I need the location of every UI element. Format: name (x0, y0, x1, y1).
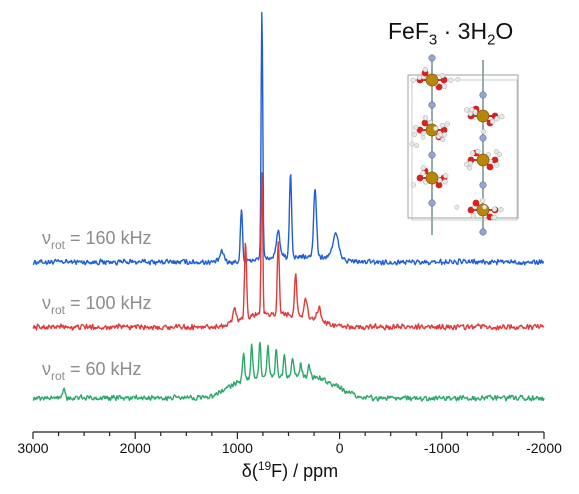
oxygen-atom (472, 199, 480, 207)
hydrogen-atom (411, 131, 418, 137)
hydrogen-atom (499, 113, 505, 120)
unit-cell-box (407, 74, 519, 219)
oxygen-atom (491, 156, 499, 164)
fluorine-atom (428, 101, 436, 109)
x-axis: 3000 2000 1000 0 -1000 -2000 (17, 431, 562, 456)
fluorine-atom (479, 91, 487, 99)
fluorine-atom (428, 151, 436, 159)
fluorine-atom (428, 199, 436, 207)
x-tick-label: 0 (336, 440, 344, 456)
hydrogen-atom (433, 126, 439, 131)
hydrogen-atom (420, 130, 426, 136)
spectrum-line (32, 341, 545, 402)
hydrogen-atom (414, 143, 420, 149)
hydrogen-atom (469, 150, 476, 156)
x-tick-label: -2000 (526, 440, 562, 456)
fluorine-atom (479, 228, 487, 236)
hydrogen-atom (410, 77, 416, 83)
iron-atom (476, 153, 490, 167)
hydrogen-atom (440, 137, 446, 143)
iron-atom (476, 109, 490, 123)
hydrogen-atom (494, 116, 500, 122)
hydrogen-atom (422, 66, 429, 73)
hydrogen-atom (467, 165, 472, 171)
x-tick-label: 2000 (120, 440, 151, 456)
hydrogen-atom (494, 162, 500, 168)
hydrogen-atom (416, 74, 423, 81)
hydrogen-atom (442, 179, 448, 185)
hydrogen-atom (454, 204, 460, 210)
iron-atom (425, 171, 439, 185)
hydrogen-atom (480, 197, 486, 204)
hydrogen-atom (491, 214, 498, 221)
oxygen-atom (435, 181, 443, 189)
x-axis-label: δ(19F) / ppm (242, 459, 338, 481)
hydrogen-atom (489, 118, 496, 125)
spectra-layer (32, 11, 545, 402)
hydrogen-atom (491, 206, 498, 212)
hydrogen-atom (493, 149, 499, 154)
oxygen-atom (416, 174, 424, 182)
hydrogen-atom (422, 115, 429, 121)
hydrogen-atom (439, 122, 445, 128)
hydrogen-atom (496, 151, 502, 158)
hydrogen-atom (448, 77, 454, 83)
spectrum-line (32, 11, 545, 266)
oxygen-atom (440, 126, 448, 134)
series-label: νrot = 60 kHz (42, 359, 142, 383)
series-label: νrot = 160 kHz (42, 228, 152, 252)
hydrogen-atom (464, 107, 470, 113)
hydrogen-atom (468, 106, 475, 113)
iron-atom (425, 73, 439, 87)
hydrogen-atom (498, 206, 504, 213)
hydrogen-atom (412, 124, 419, 131)
hydrogen-atom (439, 73, 445, 79)
hydrogen-atom (444, 121, 450, 127)
hydrogen-atom (443, 173, 449, 179)
x-tick-label: 1000 (222, 440, 253, 456)
oxygen-atom (486, 163, 494, 171)
hydrogen-atom (410, 182, 416, 188)
x-tick-label: -1000 (424, 440, 460, 456)
oxygen-atom (421, 119, 429, 127)
hydrogen-atom (470, 213, 476, 219)
unit-cell-box-back (411, 79, 518, 221)
hydrogen-atom (481, 129, 487, 135)
hydrogen-atom (475, 148, 481, 154)
fluorine-atom (479, 181, 487, 189)
hydrogen-atom (482, 204, 488, 210)
hydrogen-atom (420, 170, 426, 176)
fluorine-atom (479, 134, 487, 142)
hydrogen-atom (463, 161, 470, 168)
hydrogen-atom (420, 165, 426, 171)
hydrogen-atom (438, 132, 444, 138)
x-tick-label: 3000 (17, 440, 48, 456)
hydrogen-atom (455, 76, 461, 82)
hydrogen-atom (441, 83, 448, 89)
chart-title: FeF3 · 3H2O (388, 18, 514, 49)
fluorine-atom (428, 54, 436, 62)
series-labels: νrot = 160 kHz νrot = 100 kHz νrot = 60 kH… (42, 228, 152, 383)
hydrogen-atom (409, 141, 415, 147)
spectrum-line (32, 172, 545, 331)
crystal-structure-inset (407, 54, 519, 236)
series-label: νrot = 100 kHz (42, 293, 152, 317)
